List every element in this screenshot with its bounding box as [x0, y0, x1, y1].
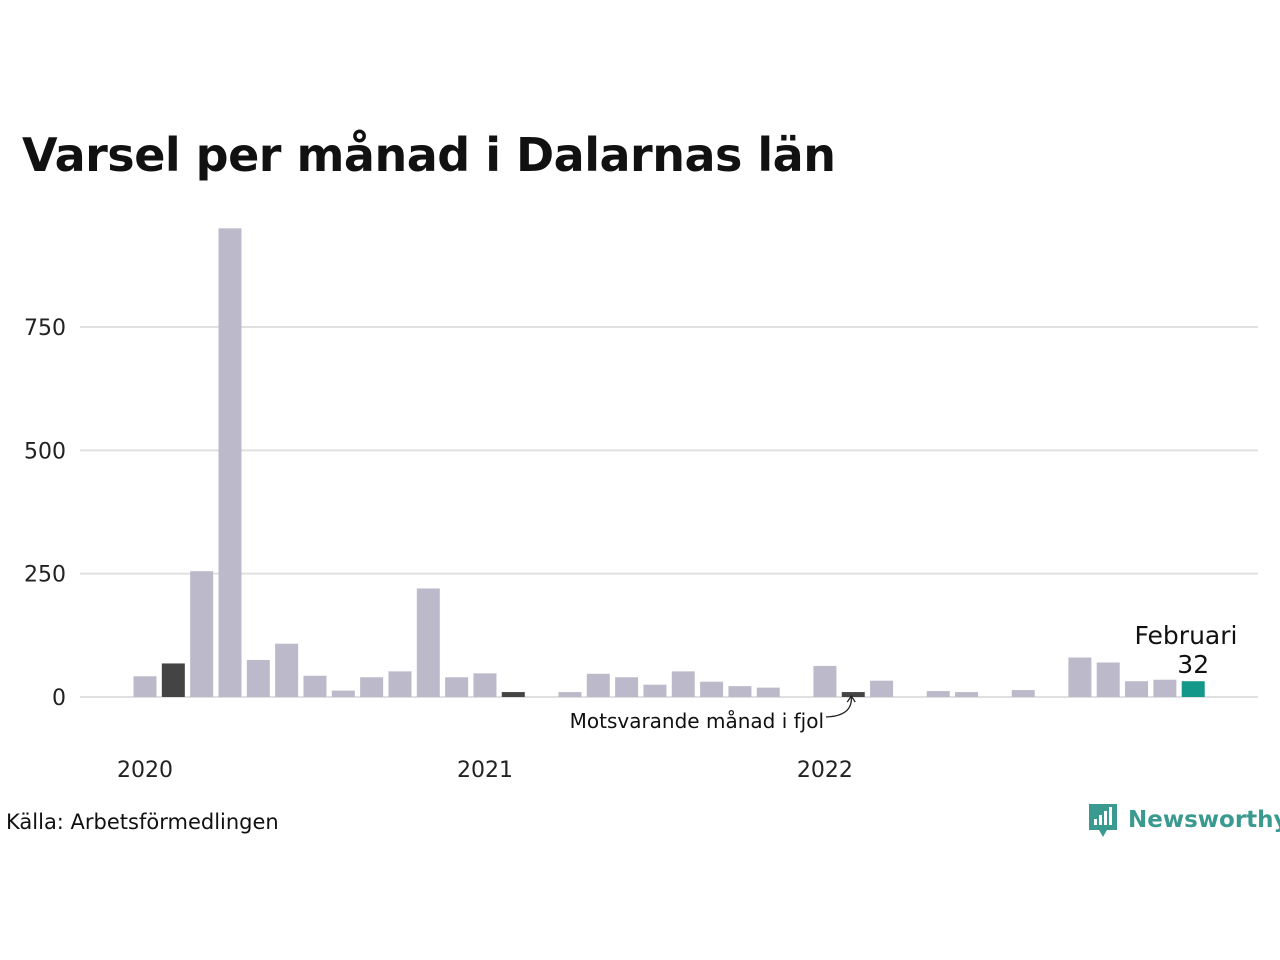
bar-2022-08 — [1011, 690, 1035, 697]
bar-2021-07 — [643, 684, 667, 697]
y-tick-label: 0 — [52, 686, 66, 711]
bar-2020-08 — [331, 690, 355, 697]
bar-2023-01 — [1153, 679, 1177, 697]
chart-title: Varsel per månad i Dalarnas län — [22, 128, 836, 182]
current-value-label: 32 — [1177, 650, 1209, 679]
current-month-label: Februari — [1135, 621, 1238, 650]
bar-2020-02 — [161, 663, 185, 697]
bar-2020-10 — [388, 671, 412, 697]
bar-2021-10 — [728, 686, 752, 697]
bar-2020-01 — [133, 676, 157, 697]
bar-2020-11 — [416, 588, 440, 697]
bar-2020-09 — [360, 677, 384, 697]
bar-2021-04 — [558, 692, 582, 697]
bar-2020-05 — [246, 660, 270, 697]
bar-2022-02 — [841, 692, 865, 697]
bar-2022-10 — [1068, 657, 1092, 697]
bar-2020-04 — [218, 228, 242, 698]
x-tick-label: 2021 — [457, 758, 513, 783]
bar-2020-06 — [275, 643, 299, 697]
bar-2022-06 — [955, 692, 979, 697]
bar-2021-01 — [473, 673, 497, 697]
source-note: Källa: Arbetsförmedlingen — [6, 810, 279, 834]
newsworthy-logo-icon — [1089, 804, 1117, 837]
bar-2022-05 — [926, 691, 950, 697]
bar-2020-12 — [445, 677, 469, 697]
bar-2021-11 — [756, 687, 780, 697]
bar-2021-02 — [501, 692, 525, 697]
bar-2022-03 — [870, 680, 894, 697]
bar-2022-01 — [813, 665, 837, 697]
y-tick-label: 250 — [24, 563, 66, 588]
bar-2021-05 — [586, 673, 610, 697]
bar-2021-09 — [700, 681, 724, 697]
bar-2020-07 — [303, 675, 327, 697]
annotation-arrow — [825, 696, 852, 718]
x-tick-label: 2020 — [117, 758, 173, 783]
annotation-arrowhead — [846, 694, 856, 703]
brand-name: Newsworthy — [1128, 807, 1280, 833]
newsworthy-logo: Newsworthy — [1088, 802, 1280, 838]
bar-2021-08 — [671, 671, 695, 697]
bar-2023-02 — [1181, 681, 1205, 697]
bar-2021-06 — [615, 677, 639, 697]
previous-year-note: Motsvarande månad i fjol — [570, 709, 824, 733]
bar-2022-12 — [1125, 681, 1149, 697]
y-tick-label: 500 — [24, 439, 66, 464]
x-tick-label: 2022 — [797, 758, 853, 783]
y-tick-label: 750 — [24, 316, 66, 341]
bar-2022-11 — [1096, 662, 1120, 697]
bar-2020-03 — [190, 571, 214, 697]
